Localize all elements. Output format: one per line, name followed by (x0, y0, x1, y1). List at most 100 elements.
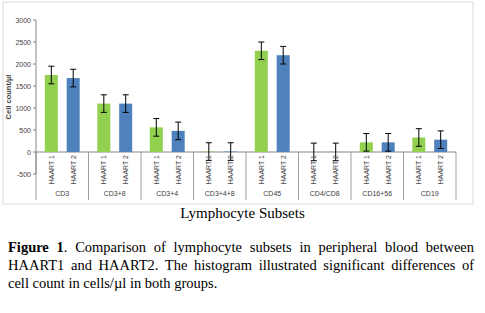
error-bar (416, 129, 422, 147)
error-cap (311, 143, 317, 144)
x-tick-label: CD19 (421, 190, 439, 197)
category-separator (36, 152, 37, 200)
series-label: HAART 1 (363, 155, 370, 184)
bar (277, 55, 290, 152)
category-separator (246, 152, 247, 200)
error-cap (385, 133, 391, 134)
x-tick-label: CD45 (263, 190, 281, 197)
series-label: HAART 2 (332, 155, 339, 184)
error-line (125, 95, 126, 113)
error-cap (258, 59, 264, 60)
caption-label: Figure 1 (8, 239, 64, 255)
category-separator (141, 152, 142, 200)
series-label: HAART 1 (48, 155, 55, 184)
y-tick-label: 2000 (15, 61, 31, 68)
y-tick (33, 108, 36, 109)
error-cap (48, 83, 54, 84)
category-separator (193, 152, 194, 200)
error-bar (153, 119, 159, 137)
error-cap (48, 66, 54, 67)
error-bar (123, 95, 129, 113)
x-tick-label: CD4/CD8 (310, 190, 340, 197)
category-separator (456, 152, 457, 200)
error-cap (363, 151, 369, 152)
x-tick-label: CD3+4 (156, 190, 178, 197)
bar (255, 51, 268, 152)
y-tick (33, 174, 36, 175)
error-line (388, 134, 389, 152)
y-tick (33, 64, 36, 65)
series-label: HAART 2 (70, 155, 77, 184)
caption: Figure 1. Comparison of lymphocyte subse… (8, 238, 474, 292)
x-tick-label: CD3 (55, 190, 69, 197)
series-label: HAART 2 (122, 155, 129, 184)
y-tick-label: 2500 (15, 39, 31, 46)
error-cap (153, 136, 159, 137)
error-cap (416, 146, 422, 147)
y-tick-label: 500 (19, 127, 31, 134)
error-line (261, 42, 262, 60)
error-line (51, 66, 52, 84)
y-tick-label: 3000 (15, 17, 31, 24)
y-tick (33, 42, 36, 43)
error-cap (385, 151, 391, 152)
bar (67, 78, 80, 152)
error-cap (153, 118, 159, 119)
error-line (156, 119, 157, 137)
chart-border (3, 2, 473, 204)
y-tick-label: 1000 (15, 105, 31, 112)
error-cap (101, 94, 107, 95)
series-label: HAART 1 (100, 155, 107, 184)
error-cap (438, 148, 444, 149)
x-tick-label: CD3+4+8 (205, 190, 235, 197)
y-tick-label: 1500 (15, 83, 31, 90)
chart: -500 0 500 1000 1500 2000 2500 3000 Cell count/µ… (0, 0, 485, 206)
error-cap (363, 133, 369, 134)
error-cap (70, 69, 76, 70)
error-cap (280, 46, 286, 47)
category-separator (351, 152, 352, 200)
error-cap (123, 94, 129, 95)
error-line (366, 134, 367, 152)
series-label: HAART 1 (310, 155, 317, 184)
error-bar (175, 122, 181, 140)
error-cap (206, 142, 212, 143)
error-bar (48, 66, 54, 84)
y-axis-title: Cell count/µl (4, 75, 13, 120)
x-tick-label: CD3+8 (104, 190, 126, 197)
error-line (178, 122, 179, 140)
error-line (103, 95, 104, 113)
error-cap (438, 130, 444, 131)
error-bar (363, 134, 369, 152)
error-line (73, 69, 74, 87)
error-line (283, 46, 284, 64)
error-bar (280, 46, 286, 64)
bars (45, 42, 447, 161)
series-label: HAART 1 (258, 155, 265, 184)
y-tick-label: 0 (27, 149, 31, 156)
error-bar (258, 42, 264, 60)
series-label: HAART 2 (280, 155, 287, 184)
series-label: HAART 1 (415, 155, 422, 184)
y-tick (33, 20, 36, 21)
error-bar (438, 131, 444, 149)
category-separator (298, 152, 299, 200)
error-cap (228, 142, 234, 143)
series-label: HAART 1 (153, 155, 160, 184)
error-cap (258, 42, 264, 43)
error-cap (101, 112, 107, 113)
error-cap (175, 122, 181, 123)
error-bar (385, 134, 391, 152)
x-axis-title: Lymphocyte Subsets (0, 205, 485, 222)
category-separator (403, 152, 404, 200)
y-tick (33, 86, 36, 87)
series-label: HAART 2 (175, 155, 182, 184)
y-tick-label: -500 (17, 171, 31, 178)
y-axis (36, 20, 37, 174)
error-cap (175, 139, 181, 140)
error-cap (333, 143, 339, 144)
y-tick (33, 130, 36, 131)
error-line (440, 131, 441, 149)
bar (45, 75, 58, 152)
error-line (418, 129, 419, 147)
